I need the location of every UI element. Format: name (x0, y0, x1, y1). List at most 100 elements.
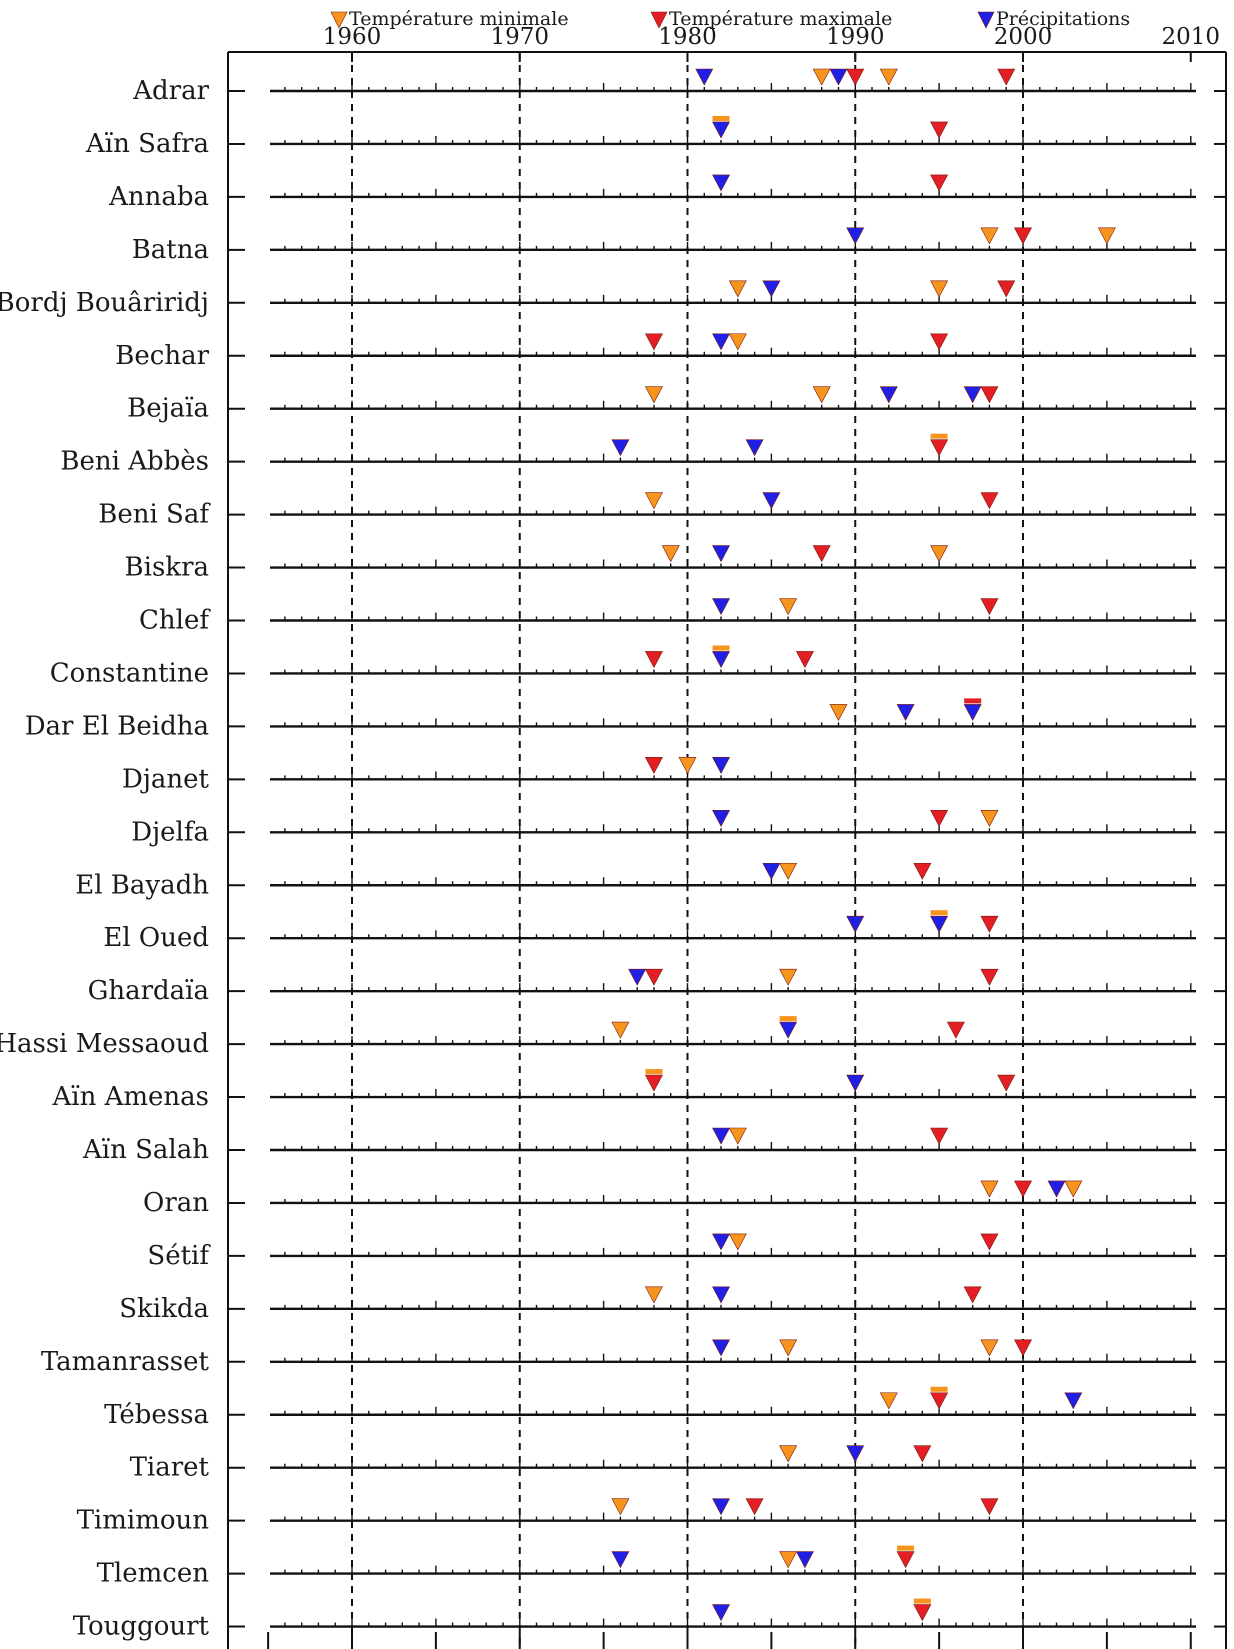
station-rows: Adrar Aïn Safra Annaba Batna Bordj Bouâririd… (0, 76, 1226, 1642)
station-label: Sétif (147, 1241, 211, 1271)
marker-tmax (963, 1286, 982, 1304)
station-row: Ghardaïa (88, 976, 1226, 1006)
marker-prec (712, 1604, 731, 1622)
station-label: Timimoun (77, 1506, 210, 1536)
marker-tmax (930, 439, 949, 457)
year-ticks (284, 559, 1192, 568)
marker-tmax (980, 968, 999, 986)
marker-prec (712, 1286, 731, 1304)
legend-item-tmax: Température maximale (650, 8, 892, 30)
marker-tmin (779, 862, 798, 880)
year-ticks (284, 1089, 1192, 1098)
marker-tmin (779, 598, 798, 616)
station-row: Adrar (132, 76, 1226, 106)
station-label: Bejaïa (127, 394, 209, 424)
station-label: Aïn Salah (82, 1135, 209, 1165)
marker-cap-tmin (712, 115, 730, 121)
station-row: Beni Saf (98, 500, 1226, 530)
marker-tmin (879, 1392, 898, 1410)
station-row: Tiaret (130, 1453, 1226, 1483)
marker-prec (762, 280, 781, 298)
station-row: Aïn Safra (85, 129, 1226, 159)
marker-tmin (779, 1339, 798, 1357)
marker-tmax (644, 651, 663, 669)
gridlines (351, 52, 1024, 1649)
year-ticks (284, 1142, 1192, 1150)
year-ticks (284, 294, 1192, 303)
station-label: El Bayadh (75, 870, 209, 900)
marker-tmax (644, 333, 663, 351)
station-row: Annaba (108, 182, 1226, 212)
marker-prec (712, 810, 731, 827)
station-row: Beni Abbès (60, 447, 1226, 477)
x-axis-top: 1960 1970 1980 1990 2000 2010 (323, 24, 1220, 62)
marker-tmax (997, 68, 1016, 86)
marker-prec (712, 757, 731, 774)
year-ticks (284, 983, 1192, 992)
station-row: El Oued (103, 923, 1226, 953)
marker-tmax (930, 333, 949, 351)
marker-prec (963, 704, 982, 722)
marker-tmax (980, 598, 999, 616)
year-ticks (284, 1247, 1192, 1256)
year-ticks (284, 83, 1192, 91)
marker-prec (896, 704, 915, 722)
legend-label: Précipitations (996, 8, 1130, 30)
x-axis-bottom (267, 1632, 1192, 1649)
marker-prec (712, 1127, 731, 1145)
year-ticks (284, 400, 1192, 409)
station-row: Batna (132, 235, 1226, 265)
marker-tmax (913, 862, 932, 880)
x-tick-label-top: 1990 (826, 24, 885, 50)
marker-cap-tmin (913, 1598, 931, 1604)
marker-tmin (644, 1286, 663, 1304)
x-tick-label-top: 1970 (490, 24, 549, 50)
marker-prec (712, 651, 731, 669)
marker-tmin (779, 1445, 798, 1463)
station-label: Beni Abbès (60, 447, 209, 477)
station-row: Hassi Messaoud (0, 1029, 1226, 1059)
markers (611, 68, 1116, 1622)
marker-prec (930, 915, 949, 933)
marker-tmax (930, 174, 949, 192)
year-ticks (284, 453, 1192, 462)
station-row: Tlemcen (97, 1559, 1226, 1589)
marker-tmin (812, 68, 831, 86)
station-label: Beni Saf (98, 500, 211, 530)
marker-prec (779, 1021, 798, 1039)
marker-tmax (997, 280, 1016, 298)
year-ticks (284, 665, 1192, 674)
station-label: Tamanrasset (41, 1347, 210, 1377)
marker-prec (745, 439, 764, 457)
station-label: Touggourt (73, 1612, 210, 1642)
marker-prec (628, 968, 647, 986)
marker-tmax (644, 968, 663, 986)
marker-cap-tmin (930, 1386, 948, 1392)
station-label: Aïn Safra (85, 129, 209, 159)
station-label: Djanet (122, 764, 210, 794)
station-row: Tamanrasset (41, 1347, 1226, 1377)
marker-tmin (980, 1180, 999, 1198)
station-row: Bechar (115, 341, 1226, 371)
marker-prec (829, 68, 848, 86)
marker-tmin (930, 545, 949, 563)
x-tick-label-top: 2000 (994, 24, 1053, 50)
marker-tmax (913, 1604, 932, 1622)
marker-tmin (879, 68, 898, 86)
station-row: Djanet (122, 764, 1226, 794)
marker-cap-tmin (779, 1016, 797, 1022)
station-label: Oran (143, 1188, 209, 1218)
marker-tmax (980, 1498, 999, 1516)
plot-frame (227, 51, 1227, 1649)
station-row: Aïn Salah (82, 1135, 1226, 1165)
marker-tmax (795, 651, 814, 669)
year-ticks (284, 1618, 1192, 1627)
station-label: Adrar (132, 76, 209, 106)
marker-tmin (779, 968, 798, 986)
marker-prec (712, 1498, 731, 1516)
station-label: Dar El Beidha (25, 711, 209, 741)
marker-tmax (1014, 1339, 1032, 1357)
year-ticks (284, 718, 1192, 727)
station-row: Sétif (147, 1241, 1226, 1271)
